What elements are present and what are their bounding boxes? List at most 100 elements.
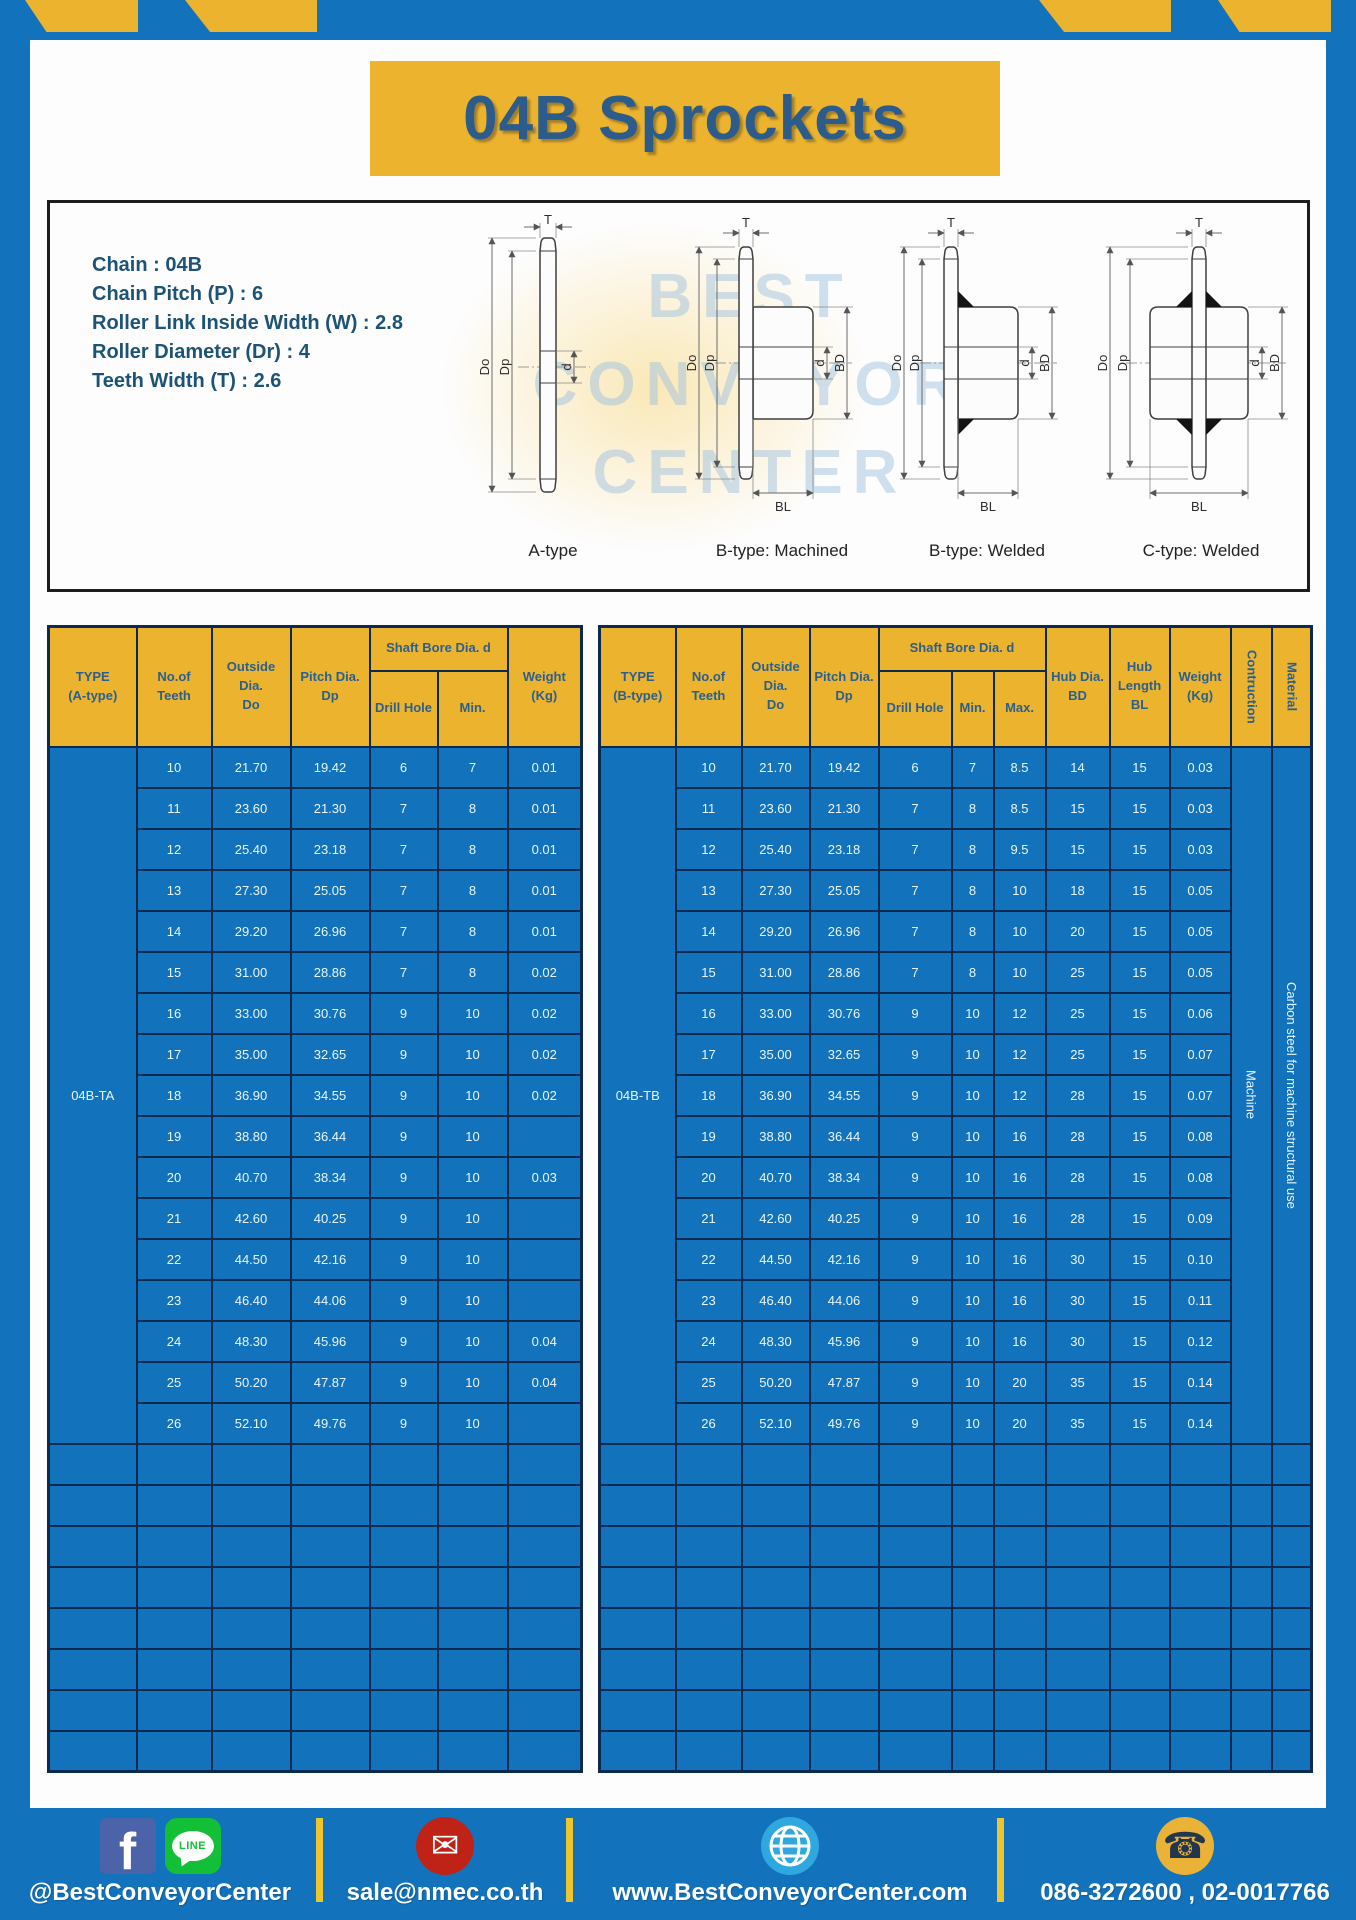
- empty-cell: [1168, 1483, 1232, 1527]
- col-header-min: Min.: [436, 669, 509, 748]
- data-cell: 9: [877, 1073, 953, 1117]
- footer-website[interactable]: www.BestConveyorCenter.com: [612, 1879, 968, 1906]
- mail-icon[interactable]: ✉: [416, 1817, 474, 1875]
- empty-cell: [1229, 1688, 1273, 1732]
- empty-cell: [740, 1606, 811, 1650]
- data-cell: 7: [436, 745, 509, 789]
- facebook-icon[interactable]: f: [99, 1818, 156, 1874]
- data-cell: 11: [135, 786, 213, 830]
- data-cell: 18: [674, 1073, 743, 1117]
- data-cell: 19.42: [289, 745, 371, 789]
- col-header-type: TYPE (B-type): [598, 625, 677, 748]
- line-label: LINE: [178, 1840, 207, 1852]
- data-cell: 28: [1044, 1114, 1111, 1158]
- empty-cell: [1229, 1565, 1273, 1609]
- footer-divider: [566, 1818, 573, 1902]
- data-cell: 15: [1044, 786, 1111, 830]
- data-cell: 16: [135, 991, 213, 1035]
- dim-label-bl: BL: [980, 499, 996, 514]
- empty-cell: [506, 1524, 583, 1568]
- data-cell: 0.01: [506, 745, 583, 789]
- type-cell: 04B-TA: [47, 745, 138, 1445]
- data-cell: 10: [992, 950, 1047, 994]
- data-row: 12 25.40 23.18 7 8 0.01: [49, 827, 583, 871]
- data-cell: 10: [436, 1073, 509, 1117]
- data-cell: 25: [135, 1360, 213, 1404]
- empty-cell: [506, 1483, 583, 1527]
- data-cell: 42.60: [210, 1196, 292, 1240]
- empty-cell: [877, 1729, 953, 1773]
- data-cell: 9: [368, 1278, 439, 1322]
- empty-cell: [1108, 1729, 1171, 1773]
- empty-cell: [47, 1647, 138, 1691]
- data-cell: 15: [1108, 1278, 1171, 1322]
- empty-cell: [1168, 1729, 1232, 1773]
- data-cell: 18: [1044, 868, 1111, 912]
- data-cell: 21.30: [808, 786, 880, 830]
- footer-email[interactable]: sale@nmec.co.th: [346, 1879, 544, 1906]
- col-header-type: TYPE (A-type): [47, 625, 138, 748]
- data-row: 18 36.90 34.55 9 10 12 28 15 0.07: [600, 1073, 1312, 1117]
- data-cell: 16: [992, 1155, 1047, 1199]
- empty-cell: [877, 1483, 953, 1527]
- empty-cell: [1044, 1647, 1111, 1691]
- empty-cell: [135, 1688, 213, 1732]
- empty-cell: [877, 1524, 953, 1568]
- data-cell: 21.30: [289, 786, 371, 830]
- drawing-b-type-welded: T Do Dp d BD BL B-type: Welded: [892, 215, 1082, 561]
- data-cell: 44.50: [210, 1237, 292, 1281]
- col-header-shaft-bore: Shaft Bore Dia. d: [877, 625, 1047, 672]
- data-cell: [506, 1278, 583, 1322]
- empty-row: [598, 1606, 1313, 1650]
- footer-social-handle[interactable]: @BestConveyorCenter: [28, 1879, 292, 1906]
- data-cell: 23.60: [210, 786, 292, 830]
- data-cell: 0.07: [1168, 1032, 1232, 1076]
- data-cell: 9: [368, 1401, 439, 1445]
- data-cell: 10: [436, 1278, 509, 1322]
- data-row: 20 40.70 38.34 9 10 0.03: [49, 1155, 583, 1199]
- top-decoration-bar: [0, 0, 1356, 40]
- data-row: 14 29.20 26.96 7 8 0.01: [49, 909, 583, 953]
- empty-cell: [1270, 1483, 1313, 1527]
- data-cell: 19: [674, 1114, 743, 1158]
- empty-cell: [210, 1565, 292, 1609]
- data-cell: 0.02: [506, 1032, 583, 1076]
- empty-cell: [1270, 1647, 1313, 1691]
- stripe-decoration: [185, 0, 317, 32]
- data-cell: 9: [368, 1032, 439, 1076]
- line-icon[interactable]: LINE: [164, 1818, 221, 1874]
- data-cell: 36.90: [740, 1073, 811, 1117]
- empty-cell: [808, 1524, 880, 1568]
- data-cell: 0.02: [506, 991, 583, 1035]
- data-cell: 15: [1108, 1032, 1171, 1076]
- data-cell: 10: [950, 1237, 995, 1281]
- dim-label-d: d: [812, 359, 827, 366]
- data-row: 19 38.80 36.44 9 10: [49, 1114, 583, 1158]
- data-cell: 12: [674, 827, 743, 871]
- data-cell: 9.5: [992, 827, 1047, 871]
- phone-icon[interactable]: ☎: [1156, 1817, 1214, 1875]
- empty-cell: [674, 1483, 743, 1527]
- empty-cell: [1168, 1606, 1232, 1650]
- empty-cell: [135, 1647, 213, 1691]
- empty-cell: [368, 1647, 439, 1691]
- data-cell: 18: [135, 1073, 213, 1117]
- globe-icon[interactable]: [761, 1817, 819, 1875]
- data-cell: 42.60: [740, 1196, 811, 1240]
- data-row: 13 27.30 25.05 7 8 10 18 15 0.05: [600, 868, 1312, 912]
- data-cell: 15: [1108, 745, 1171, 789]
- empty-cell: [368, 1483, 439, 1527]
- data-cell: 52.10: [210, 1401, 292, 1445]
- empty-cell: [1270, 1729, 1313, 1773]
- data-cell: 9: [368, 1360, 439, 1404]
- data-row: 04B-TA 10 21.70 19.42 6 7 0.01: [47, 745, 583, 1445]
- data-cell: 9: [877, 1278, 953, 1322]
- data-cell: 12: [992, 1073, 1047, 1117]
- data-cell: 6: [368, 745, 439, 789]
- empty-cell: [1168, 1647, 1232, 1691]
- line-bubble: LINE: [171, 1831, 214, 1861]
- drawing-label: B-type: Machined: [715, 541, 849, 560]
- data-cell: 7: [950, 745, 995, 789]
- data-cell: 48.30: [210, 1319, 292, 1363]
- footer-phone-numbers[interactable]: 086-3272600 , 02-0017766: [1040, 1879, 1330, 1906]
